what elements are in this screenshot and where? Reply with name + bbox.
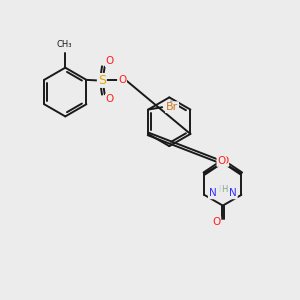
Text: S: S — [98, 74, 106, 87]
Text: O: O — [118, 76, 126, 85]
Text: N: N — [209, 188, 217, 198]
Text: H: H — [221, 185, 227, 194]
Text: N: N — [229, 188, 237, 198]
Text: H: H — [218, 185, 225, 194]
Text: O: O — [217, 156, 226, 166]
Text: O: O — [106, 94, 114, 104]
Text: O: O — [106, 56, 114, 66]
Text: O: O — [212, 217, 220, 227]
Text: O: O — [220, 156, 228, 166]
Text: Br: Br — [166, 102, 178, 112]
Text: CH₃: CH₃ — [56, 40, 72, 49]
